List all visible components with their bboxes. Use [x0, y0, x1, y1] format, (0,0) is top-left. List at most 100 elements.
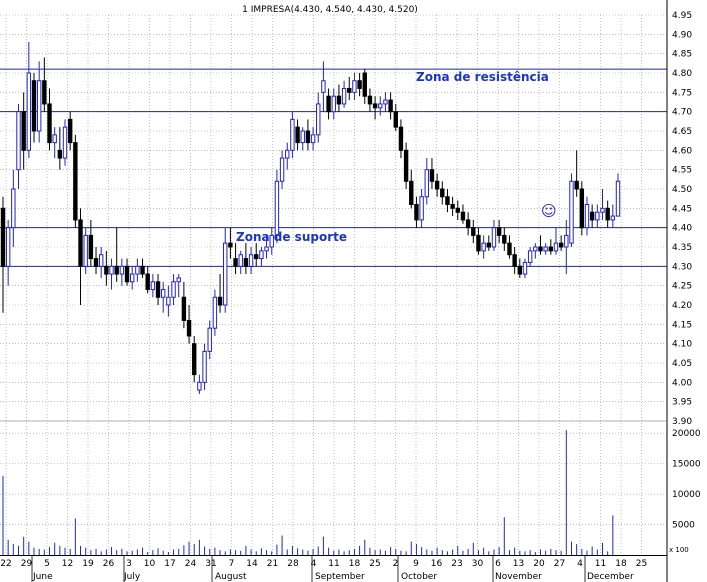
candle-body	[73, 142, 78, 221]
candle-body	[445, 196, 450, 205]
date-tick-label: 25	[369, 559, 380, 569]
date-tick-label: 27	[554, 559, 565, 569]
price-tick-label: 4.90	[672, 30, 692, 40]
candle-body	[564, 234, 569, 248]
candle-body	[450, 203, 455, 209]
candle-body	[176, 277, 181, 283]
candle-body	[403, 149, 409, 182]
volume-scale-label: x 100	[669, 546, 689, 554]
date-tick-label: 20	[533, 559, 545, 569]
candle-body	[502, 234, 507, 244]
date-tick-label: 18	[615, 559, 627, 569]
price-tick-label: 4.80	[672, 69, 692, 79]
candle-body	[264, 246, 269, 252]
candle-body	[574, 180, 579, 190]
resistance-zone-label: Zona de resistência	[416, 70, 549, 84]
candle-body	[615, 180, 621, 217]
volume-tick-label: 15000	[672, 460, 701, 470]
date-tick-label: 19	[82, 559, 94, 569]
candle-body	[434, 180, 440, 190]
date-tick-label: 10	[144, 559, 156, 569]
date-tick-label: 31	[205, 559, 216, 569]
date-tick-label: 13	[513, 559, 524, 569]
volume-tick-label: 20000	[672, 429, 701, 439]
date-tick-label: 22	[0, 559, 11, 569]
candle-body	[409, 180, 414, 205]
candle-body	[135, 265, 140, 275]
price-tick-label: 4.95	[672, 11, 692, 21]
candle-body	[569, 180, 574, 244]
candle-body	[161, 289, 166, 298]
candle-body	[26, 72, 32, 151]
date-tick-label: 29	[21, 559, 33, 569]
price-tick-label: 4.15	[672, 320, 692, 330]
candle-body	[192, 343, 197, 376]
candle-body	[181, 296, 187, 321]
price-tick-label: 4.30	[672, 262, 692, 272]
candle-body	[83, 234, 88, 267]
candle-body	[171, 281, 176, 298]
price-tick-label: 4.35	[672, 243, 692, 253]
date-tick-label: 28	[287, 559, 299, 569]
date-tick-label: 25	[636, 559, 647, 569]
candle-body	[21, 111, 26, 151]
candle-body	[0, 207, 6, 267]
date-tick-label: 17	[164, 559, 175, 569]
candle-body	[259, 250, 264, 260]
candle-body	[52, 134, 57, 144]
month-label: December	[587, 572, 634, 582]
candle-body	[155, 281, 161, 298]
candle-body	[269, 234, 274, 248]
candle-body	[233, 258, 238, 267]
candle-body	[538, 246, 543, 252]
candle-body	[424, 169, 429, 198]
candle-body	[98, 254, 104, 267]
price-candles	[0, 42, 621, 394]
price-tick-label: 4.55	[672, 166, 692, 176]
price-tick-label: 4.70	[672, 108, 692, 118]
candle-body	[78, 219, 83, 267]
candle-body	[419, 196, 424, 221]
candle-body	[42, 80, 47, 105]
candle-body	[300, 130, 305, 144]
month-label: June	[32, 572, 53, 582]
candle-body	[440, 188, 445, 198]
candle-body	[336, 95, 342, 105]
candle-body	[36, 80, 42, 132]
price-tick-label: 4.00	[672, 378, 692, 388]
candle-body	[305, 130, 311, 144]
candle-body	[228, 242, 233, 248]
candle-body	[114, 265, 119, 275]
price-tick-label: 4.50	[672, 185, 692, 195]
candle-body	[414, 203, 419, 221]
candle-body	[11, 188, 16, 229]
date-tick-label: 11	[328, 559, 339, 569]
price-tick-label: 4.40	[672, 224, 692, 234]
candle-body	[352, 80, 357, 93]
price-tick-label: 4.25	[672, 282, 692, 292]
candle-body	[383, 99, 388, 105]
candle-body	[119, 265, 125, 275]
date-tick-label: 7	[229, 559, 235, 569]
candle-body	[202, 350, 207, 383]
candle-body	[347, 87, 352, 93]
date-tick-label: 11	[595, 559, 606, 569]
date-tick-label: 3	[126, 559, 132, 569]
price-tick-label: 4.10	[672, 340, 692, 350]
candle-body	[104, 265, 109, 275]
candle-body	[238, 254, 243, 267]
date-tick-label: 12	[62, 559, 73, 569]
candle-body	[217, 296, 223, 306]
candle-body	[145, 273, 150, 291]
candle-body	[124, 265, 130, 283]
candle-body	[186, 319, 192, 337]
date-tick-label: 23	[451, 559, 462, 569]
candle-body	[512, 254, 517, 267]
candle-body	[543, 246, 548, 252]
candle-body	[367, 95, 373, 105]
date-tick-label: 9	[413, 559, 419, 569]
candle-body	[316, 103, 321, 136]
volume-tick-label: 5000	[672, 521, 695, 531]
candle-body	[5, 227, 11, 267]
